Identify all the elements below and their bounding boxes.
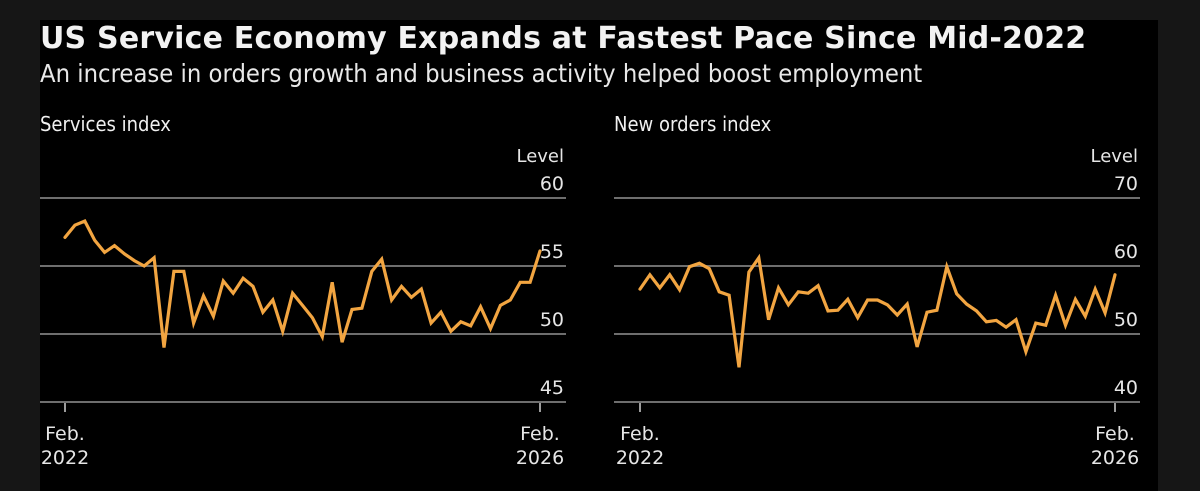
new-orders-y-tick-label: 50 [1114,309,1138,331]
chart-panel [40,20,1158,491]
services-y-tick-label: 50 [540,309,564,331]
new-orders-x-tick-year: 2026 [1091,447,1139,469]
services-x-tick-label: Feb. [520,423,560,445]
services-y-tick-label: 60 [540,173,564,195]
new-orders-chart-title: New orders index [614,112,772,136]
new-orders-x-tick-label: Feb. [620,423,660,445]
new-orders-y-tick-label: 60 [1114,241,1138,263]
services-x-tick-label: Feb. [45,423,85,445]
new-orders-x-tick-label: Feb. [1095,423,1135,445]
services-y-axis-label: Level [516,146,564,167]
new-orders-y-tick-label: 40 [1114,377,1138,399]
new-orders-y-tick-label: 70 [1114,173,1138,195]
services-series-line [63,219,542,348]
services-y-tick-label: 55 [540,241,564,263]
chart-subheadline: An increase in orders growth and busines… [40,59,923,88]
new-orders-series-line [638,253,1117,368]
services-y-tick-label: 45 [540,377,564,399]
new-orders-y-axis-label: Level [1090,146,1138,167]
new-orders-x-tick-year: 2022 [616,447,664,469]
services-chart-title: Services index [40,112,171,136]
services-x-tick-year: 2026 [516,447,564,469]
chart-headline: US Service Economy Expands at Fastest Pa… [40,21,1087,56]
services-x-tick-year: 2022 [41,447,89,469]
